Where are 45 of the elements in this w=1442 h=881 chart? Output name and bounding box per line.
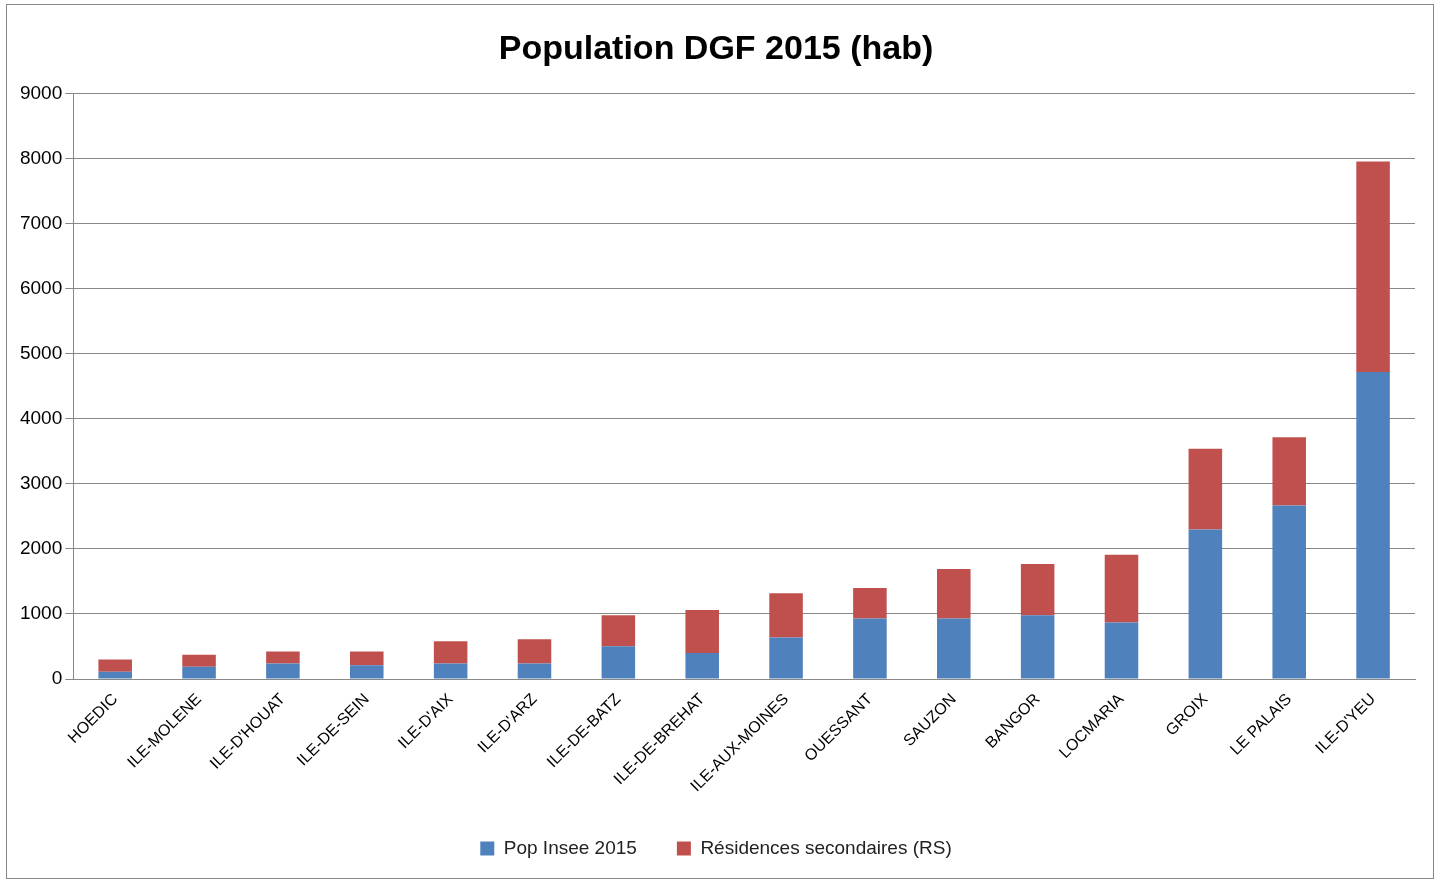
bar xyxy=(937,618,971,679)
y-tick-label: 3000 xyxy=(19,472,63,494)
bar xyxy=(1104,622,1139,679)
bar xyxy=(1272,437,1306,506)
bar xyxy=(266,663,300,679)
bar xyxy=(1188,529,1223,679)
bar xyxy=(853,587,887,619)
bar xyxy=(98,659,132,672)
bar xyxy=(182,666,216,679)
chart-title: Population DGF 2015 (hab) xyxy=(498,27,934,66)
bar xyxy=(1104,554,1139,623)
bar xyxy=(517,663,552,679)
y-tick-label: 4000 xyxy=(19,407,63,429)
bar xyxy=(769,637,803,679)
bar xyxy=(433,663,468,679)
bar xyxy=(350,651,384,666)
y-tick-label: 0 xyxy=(51,667,63,689)
y-tick-label: 6000 xyxy=(19,277,63,299)
bar xyxy=(1188,448,1223,530)
bar xyxy=(1020,615,1055,679)
legend-label: Pop Insee 2015 xyxy=(503,836,637,858)
bar xyxy=(517,639,552,664)
bar xyxy=(601,646,636,679)
y-tick-label: 2000 xyxy=(19,537,63,559)
y-tick-label: 8000 xyxy=(19,147,63,169)
y-tick-label: 7000 xyxy=(19,212,63,234)
bar xyxy=(937,569,971,619)
bar xyxy=(1356,161,1390,373)
y-tick-label: 9000 xyxy=(19,82,63,104)
bar xyxy=(98,671,132,679)
bar xyxy=(685,653,719,679)
bar xyxy=(182,654,216,667)
bar xyxy=(433,641,468,664)
bar xyxy=(1356,372,1390,679)
legend-label: Résidences secondaires (RS) xyxy=(700,836,952,858)
y-tick-label: 1000 xyxy=(19,602,63,624)
y-tick-label: 5000 xyxy=(19,342,63,364)
bar xyxy=(601,615,636,647)
bar xyxy=(266,651,300,664)
bar xyxy=(1020,563,1055,616)
bar xyxy=(350,665,384,679)
bar xyxy=(1272,505,1306,679)
bar xyxy=(769,593,803,638)
bar xyxy=(853,618,887,679)
bar xyxy=(685,610,719,653)
